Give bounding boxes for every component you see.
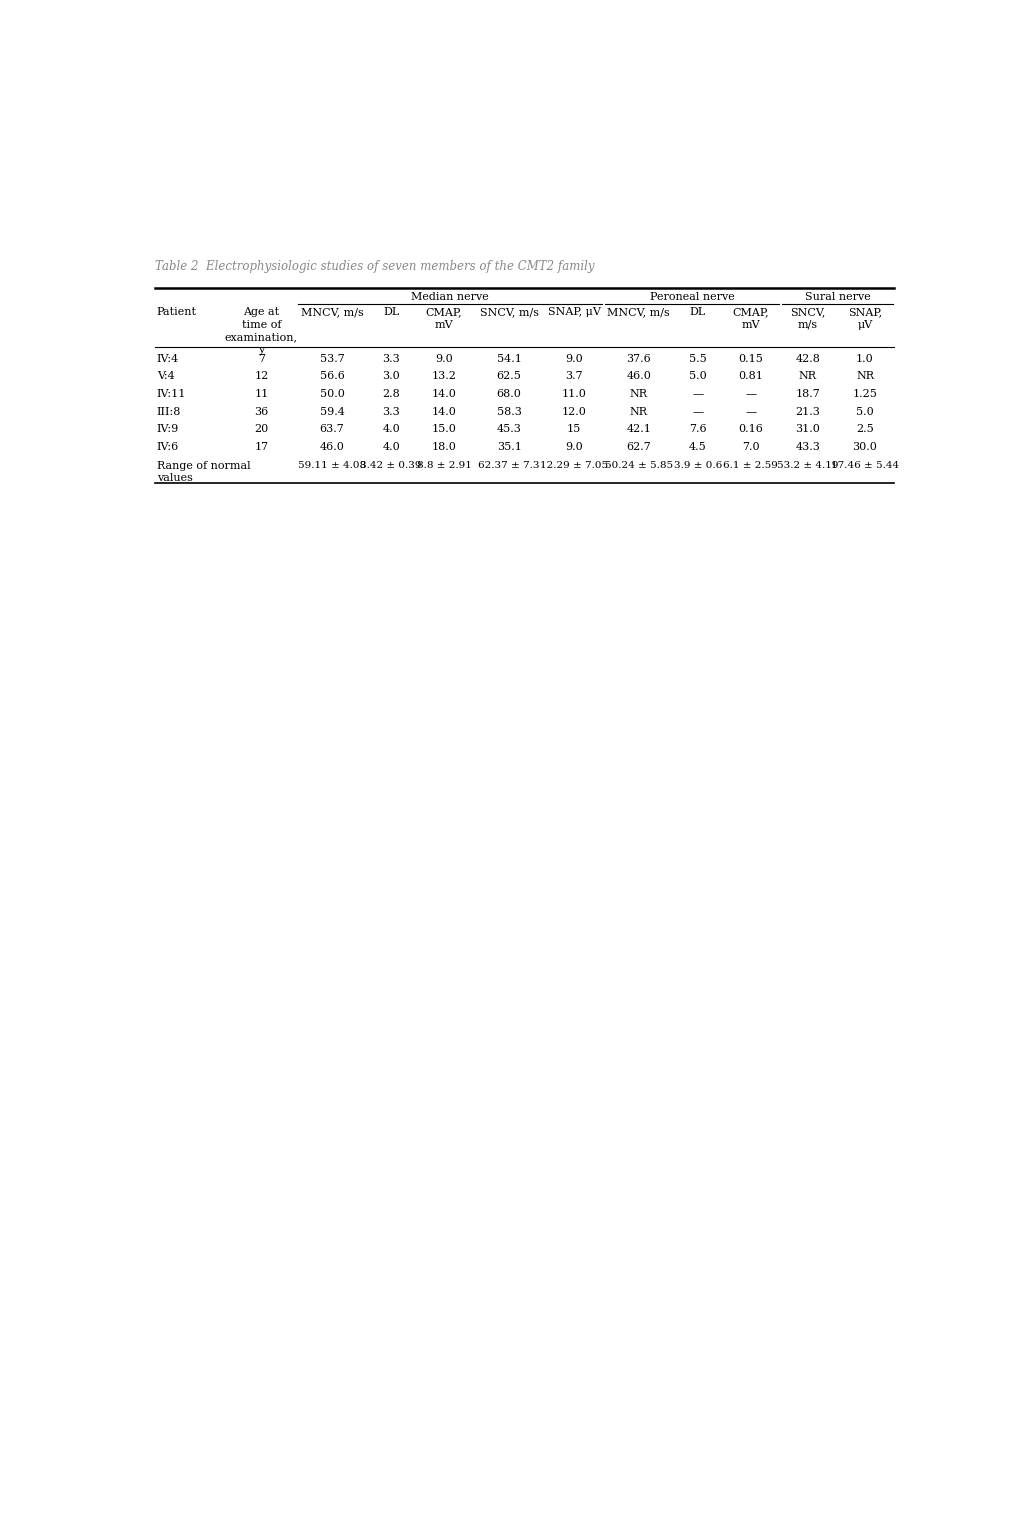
Text: SNCV, m/s: SNCV, m/s xyxy=(479,307,539,318)
Text: 3.9 ± 0.6: 3.9 ± 0.6 xyxy=(674,462,722,470)
Text: 3.7: 3.7 xyxy=(565,371,583,381)
Text: 2.5: 2.5 xyxy=(856,425,873,434)
Text: 7.0: 7.0 xyxy=(742,442,760,453)
Text: 1.25: 1.25 xyxy=(853,388,878,399)
Text: 8.8 ± 2.91: 8.8 ± 2.91 xyxy=(417,462,472,470)
Text: 5.5: 5.5 xyxy=(689,353,707,364)
Text: 11.0: 11.0 xyxy=(561,388,587,399)
Text: NR: NR xyxy=(630,388,648,399)
Text: 45.3: 45.3 xyxy=(497,425,521,434)
Text: 30.0: 30.0 xyxy=(853,442,878,453)
Text: DL: DL xyxy=(690,307,706,318)
Text: MNCV, m/s: MNCV, m/s xyxy=(301,307,364,318)
Text: 17: 17 xyxy=(254,442,268,453)
Text: 59.4: 59.4 xyxy=(319,407,344,416)
Text: 5.0: 5.0 xyxy=(856,407,873,416)
Text: 12: 12 xyxy=(254,371,268,381)
Text: 3.0: 3.0 xyxy=(382,371,400,381)
Text: 12.29 ± 7.05: 12.29 ± 7.05 xyxy=(540,462,608,470)
Text: 0.15: 0.15 xyxy=(738,353,763,364)
Text: Patient: Patient xyxy=(157,307,197,318)
Text: IV:6: IV:6 xyxy=(157,442,179,453)
Text: 62.37 ± 7.3: 62.37 ± 7.3 xyxy=(478,462,540,470)
Text: Table 2  Electrophysiologic studies of seven members of the CMT2 family: Table 2 Electrophysiologic studies of se… xyxy=(155,259,595,273)
Text: 1.0: 1.0 xyxy=(856,353,873,364)
Text: 42.1: 42.1 xyxy=(627,425,651,434)
Text: 7: 7 xyxy=(258,353,265,364)
Text: 18.7: 18.7 xyxy=(796,388,820,399)
Text: NR: NR xyxy=(630,407,648,416)
Text: 6.1 ± 2.59: 6.1 ± 2.59 xyxy=(724,462,778,470)
Text: 59.11 ± 4.08: 59.11 ± 4.08 xyxy=(298,462,367,470)
Text: 0.81: 0.81 xyxy=(738,371,763,381)
Text: 21.3: 21.3 xyxy=(796,407,820,416)
Text: 14.0: 14.0 xyxy=(432,407,457,416)
Text: 56.6: 56.6 xyxy=(319,371,344,381)
Text: 14.0: 14.0 xyxy=(432,388,457,399)
Text: Range of normal
values: Range of normal values xyxy=(157,462,250,484)
Text: 3.3: 3.3 xyxy=(382,353,400,364)
Text: 46.0: 46.0 xyxy=(319,442,344,453)
Text: Sural nerve: Sural nerve xyxy=(805,292,870,302)
Text: 36: 36 xyxy=(254,407,268,416)
Text: —: — xyxy=(745,388,757,399)
Text: 9.0: 9.0 xyxy=(565,442,583,453)
Text: —: — xyxy=(745,407,757,416)
Text: 4.5: 4.5 xyxy=(689,442,707,453)
Text: 58.3: 58.3 xyxy=(497,407,521,416)
Text: 43.3: 43.3 xyxy=(796,442,820,453)
Text: 3.42 ± 0.39: 3.42 ± 0.39 xyxy=(360,462,422,470)
Text: 42.8: 42.8 xyxy=(796,353,820,364)
Text: 46.0: 46.0 xyxy=(627,371,651,381)
Text: 54.1: 54.1 xyxy=(497,353,521,364)
Text: Age at
time of
examination,
y: Age at time of examination, y xyxy=(225,307,298,355)
Text: SNAP,
μV: SNAP, μV xyxy=(848,307,882,330)
Text: 4.0: 4.0 xyxy=(382,442,400,453)
Text: 68.0: 68.0 xyxy=(497,388,521,399)
Text: CMAP,
mV: CMAP, mV xyxy=(426,307,463,330)
Text: CMAP,
mV: CMAP, mV xyxy=(732,307,769,330)
Text: 53.2 ± 4.19: 53.2 ± 4.19 xyxy=(777,462,839,470)
Text: 3.3: 3.3 xyxy=(382,407,400,416)
Text: 18.0: 18.0 xyxy=(432,442,457,453)
Text: 63.7: 63.7 xyxy=(319,425,344,434)
Text: NR: NR xyxy=(856,371,873,381)
Text: 0.16: 0.16 xyxy=(738,425,763,434)
Text: 7.6: 7.6 xyxy=(689,425,707,434)
Text: —: — xyxy=(692,388,703,399)
Text: III:8: III:8 xyxy=(157,407,181,416)
Text: 11: 11 xyxy=(254,388,268,399)
Text: 15: 15 xyxy=(567,425,581,434)
Text: Peroneal nerve: Peroneal nerve xyxy=(649,292,734,302)
Text: 31.0: 31.0 xyxy=(796,425,820,434)
Text: 50.0: 50.0 xyxy=(319,388,344,399)
Text: 20: 20 xyxy=(254,425,268,434)
Text: NR: NR xyxy=(799,371,817,381)
Text: IV:11: IV:11 xyxy=(157,388,186,399)
Text: 35.1: 35.1 xyxy=(497,442,521,453)
Text: 5.0: 5.0 xyxy=(689,371,707,381)
Text: DL: DL xyxy=(383,307,399,318)
Text: 4.0: 4.0 xyxy=(382,425,400,434)
Text: 50.24 ± 5.85: 50.24 ± 5.85 xyxy=(605,462,673,470)
Text: SNCV,
m/s: SNCV, m/s xyxy=(791,307,825,330)
Text: 62.7: 62.7 xyxy=(627,442,651,453)
Text: MNCV, m/s: MNCV, m/s xyxy=(607,307,671,318)
Text: 9.0: 9.0 xyxy=(565,353,583,364)
Text: V:4: V:4 xyxy=(157,371,174,381)
Text: 12.0: 12.0 xyxy=(561,407,587,416)
Text: 13.2: 13.2 xyxy=(432,371,457,381)
Text: SNAP, μV: SNAP, μV xyxy=(548,307,600,318)
Text: 15.0: 15.0 xyxy=(432,425,457,434)
Text: IV:4: IV:4 xyxy=(157,353,179,364)
Text: 2.8: 2.8 xyxy=(382,388,400,399)
Text: 17.46 ± 5.44: 17.46 ± 5.44 xyxy=(830,462,899,470)
Text: 53.7: 53.7 xyxy=(319,353,344,364)
Text: 37.6: 37.6 xyxy=(627,353,651,364)
Text: IV:9: IV:9 xyxy=(157,425,179,434)
Text: 62.5: 62.5 xyxy=(497,371,521,381)
Text: —: — xyxy=(692,407,703,416)
Text: 9.0: 9.0 xyxy=(435,353,453,364)
Text: Median nerve: Median nerve xyxy=(412,292,488,302)
